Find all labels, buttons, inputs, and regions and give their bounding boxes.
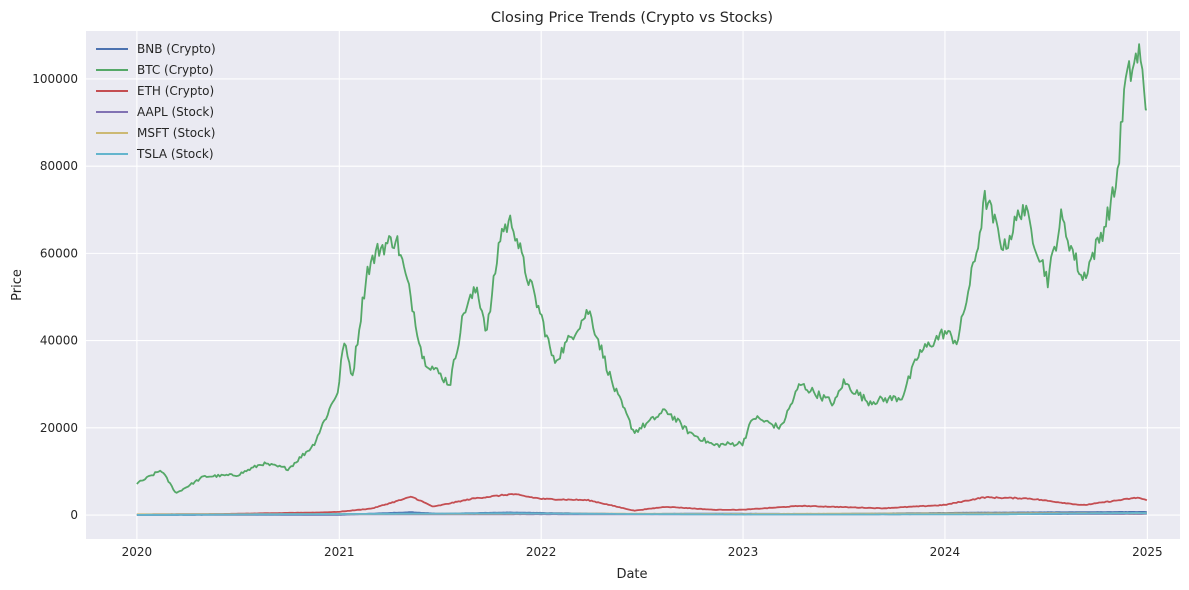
x-tick-label: 2022 — [526, 545, 557, 559]
legend-label: ETH (Crypto) — [137, 84, 214, 98]
chart-title: Closing Price Trends (Crypto vs Stocks) — [491, 10, 773, 26]
x-tick-label: 2024 — [930, 545, 961, 559]
x-tick-label: 2023 — [728, 545, 759, 559]
series-line-btc — [136, 43, 1147, 494]
legend-label: BTC (Crypto) — [137, 63, 214, 77]
y-tick-label: 40000 — [40, 334, 78, 348]
series-line-eth — [136, 493, 1148, 516]
x-axis-label: Date — [616, 567, 647, 582]
y-tick-label: 60000 — [40, 246, 78, 260]
y-tick-label: 80000 — [40, 159, 78, 173]
legend-label: BNB (Crypto) — [137, 42, 216, 56]
y-tick-label: 20000 — [40, 421, 78, 435]
y-tick-label: 0 — [70, 508, 78, 522]
legend-label: TSLA (Stock) — [136, 147, 214, 161]
x-tick-label: 2020 — [122, 545, 153, 559]
y-axis-label: Price — [10, 269, 25, 301]
legend-label: MSFT (Stock) — [137, 126, 215, 140]
series-line-tsla — [136, 512, 1147, 516]
legend-label: AAPL (Stock) — [137, 105, 214, 119]
legend: BNB (Crypto) BTC (Crypto) ETH (Crypto) AAPL… — [96, 42, 216, 161]
x-axis-ticks: 2020 2021 2022 2023 2024 2025 — [122, 545, 1163, 559]
series-lines — [136, 43, 1148, 516]
y-tick-label: 100000 — [32, 72, 78, 86]
plot-area — [86, 31, 1180, 539]
y-axis-ticks: 0 20000 40000 60000 80000 100000 — [32, 72, 78, 522]
x-tick-label: 2021 — [324, 545, 355, 559]
x-tick-label: 2025 — [1132, 545, 1163, 559]
